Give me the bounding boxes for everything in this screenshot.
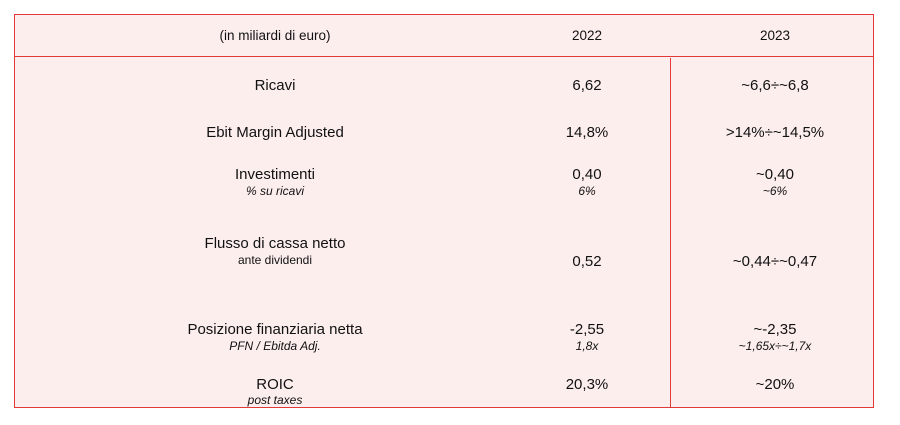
row-investimenti-2023-sub: ~6% — [762, 184, 788, 198]
row-flusso-cassa-2023: ~0,44÷~0,47 — [732, 253, 818, 270]
row-label-ebit-margin: Ebit Margin Adjusted — [206, 124, 344, 141]
row-pfn-2023: ~-2,35 — [753, 321, 797, 338]
row-label-investimenti: Investimenti — [234, 166, 316, 183]
row-investimenti-2023: ~0,40 — [756, 166, 794, 183]
row-ebit-margin-2023: >14%÷~14,5% — [725, 124, 825, 141]
financial-guidance-table: (in miliardi di euro) 2022 2023 Ricavi 6… — [14, 14, 874, 408]
row-label-ricavi: Ricavi — [254, 77, 296, 94]
row-label-roic: ROIC — [256, 376, 294, 393]
row-pfn-2022-sub: 1,8x — [575, 339, 599, 353]
header-divider — [15, 56, 873, 57]
row-ricavi-2023: ~6,6÷~6,8 — [741, 77, 809, 94]
row-pfn-2023-sub: ~1,65x÷~1,7x — [738, 339, 812, 353]
row-roic-2023: ~20% — [755, 376, 795, 393]
header-year-2022: 2022 — [571, 28, 603, 43]
row-sub-flusso-cassa: ante dividendi — [237, 253, 313, 267]
row-sub-roic: post taxes — [247, 393, 303, 407]
row-flusso-cassa-2022: 0,52 — [572, 253, 602, 270]
row-roic-2022: 20,3% — [565, 376, 609, 393]
row-sub-investimenti: % su ricavi — [245, 184, 304, 198]
row-ricavi-2022: 6,62 — [572, 77, 602, 94]
header-year-2023: 2023 — [759, 28, 791, 43]
row-investimenti-2022: 0,40 — [572, 166, 602, 183]
row-ebit-margin-2022: 14,8% — [565, 124, 609, 141]
header-unit-label: (in miliardi di euro) — [219, 28, 331, 43]
row-sub-pfn: PFN / Ebitda Adj. — [229, 339, 321, 353]
row-label-flusso-cassa: Flusso di cassa netto — [204, 235, 346, 252]
column-divider — [670, 58, 671, 407]
row-label-pfn: Posizione finanziaria netta — [187, 321, 363, 338]
row-investimenti-2022-sub: 6% — [578, 184, 596, 198]
row-pfn-2022: -2,55 — [569, 321, 605, 338]
